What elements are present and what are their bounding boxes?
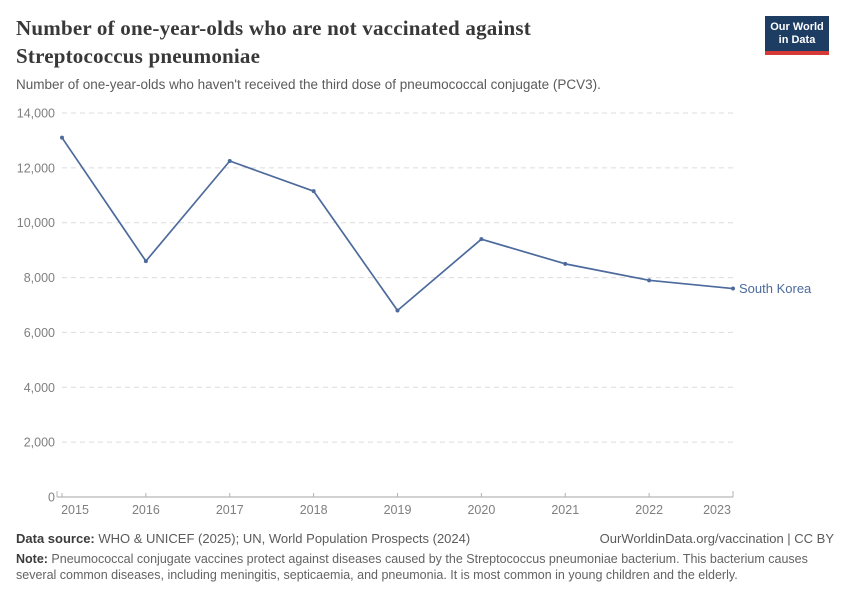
- x-axis-tick-label: 2021: [551, 503, 579, 517]
- y-axis-tick-label: 4,000: [24, 381, 55, 395]
- y-axis-tick-label: 12,000: [17, 161, 55, 175]
- x-axis-tick-label: 2023: [703, 503, 731, 517]
- series-line[interactable]: [61, 136, 734, 312]
- data-source-text: Data source: WHO & UNICEF (2025); UN, Wo…: [16, 531, 471, 546]
- x-axis-tick-label: 2020: [467, 503, 495, 517]
- y-axis-tick-label: 10,000: [17, 216, 55, 230]
- x-axis-tick-label: 2018: [300, 503, 328, 517]
- owid-logo-line2: in Data: [778, 34, 816, 46]
- footer-source-row: Data source: WHO & UNICEF (2025); UN, Wo…: [16, 531, 834, 546]
- owid-logo-line1: Our World: [770, 21, 824, 33]
- line-chart: 0 2,000 4,000 6,000 8,000 10,000 12,000 14,000 2…: [17, 107, 812, 518]
- data-point-marker[interactable]: [563, 261, 568, 266]
- data-source-label: Data source:: [16, 531, 95, 546]
- data-point-marker[interactable]: [395, 308, 400, 313]
- y-axis-tick-label: 8,000: [24, 271, 55, 285]
- chart-subtitle: Number of one-year-olds who haven't rece…: [16, 77, 601, 92]
- data-point-marker[interactable]: [731, 286, 735, 291]
- y-axis-tick-label: 2,000: [24, 436, 55, 450]
- x-axis-tick-label: 2016: [132, 503, 160, 517]
- owid-logo[interactable]: Our World in Data: [765, 16, 829, 55]
- data-point-marker[interactable]: [227, 159, 232, 163]
- title-line-1: Number of one-year-olds who are not vacc…: [16, 16, 531, 40]
- note-label: Note:: [16, 552, 48, 566]
- data-point-marker[interactable]: [647, 278, 652, 283]
- data-point-marker[interactable]: [143, 259, 148, 264]
- rights-text[interactable]: OurWorldinData.org/vaccination | CC BY: [599, 531, 834, 546]
- y-axis-tick-label: 0: [48, 491, 55, 505]
- data-point-marker[interactable]: [479, 237, 484, 242]
- x-axis-tick-label: 2019: [384, 503, 412, 517]
- x-axis-tick-label: 2022: [635, 503, 663, 517]
- series-end-label[interactable]: South Korea: [739, 281, 812, 296]
- owid-logo-box: Our World in Data: [765, 16, 829, 51]
- y-axis-tick-label: 14,000: [17, 107, 55, 121]
- data-point-marker[interactable]: [311, 189, 316, 194]
- owid-logo-accent-bar: [765, 51, 829, 55]
- y-axis-tick-label: 6,000: [24, 326, 55, 340]
- x-axis-tick-label: 2015: [61, 503, 89, 517]
- title-line-2: Streptococcus pneumoniae: [16, 44, 261, 68]
- data-point-marker[interactable]: [60, 135, 64, 140]
- footer-note: Note: Pneumococcal conjugate vaccines pr…: [16, 552, 808, 582]
- x-axis-tick-label: 2017: [216, 503, 244, 517]
- page-title: Number of one-year-olds who are not vacc…: [16, 14, 716, 70]
